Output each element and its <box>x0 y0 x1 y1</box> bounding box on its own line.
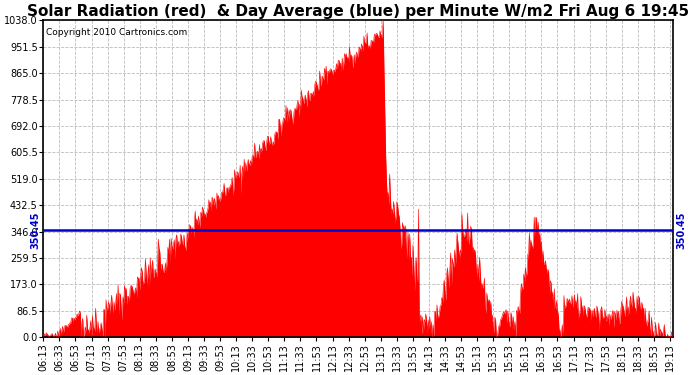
Text: 350.45: 350.45 <box>676 211 687 249</box>
Text: Copyright 2010 Cartronics.com: Copyright 2010 Cartronics.com <box>46 28 188 37</box>
Text: 350.45: 350.45 <box>30 211 40 249</box>
Title: Solar Radiation (red)  & Day Average (blue) per Minute W/m2 Fri Aug 6 19:45: Solar Radiation (red) & Day Average (blu… <box>27 4 689 19</box>
